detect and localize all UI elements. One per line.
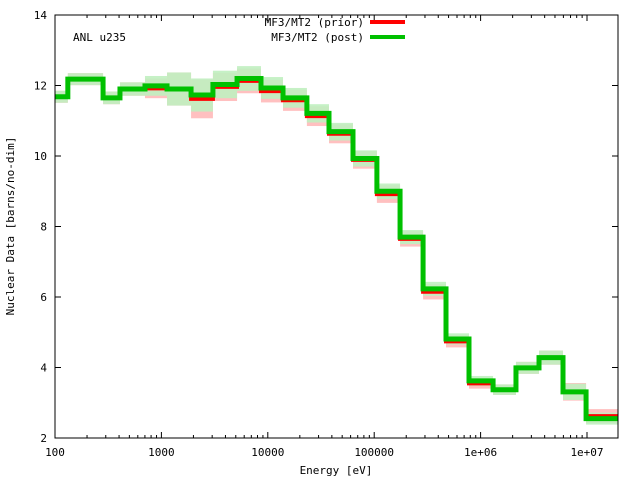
legend-label-post: MF3/MT2 (post) [271,31,364,44]
uncertainty-bands [55,66,618,425]
x-axis-label: Energy [eV] [300,464,373,477]
x-tick-label: 10000 [251,446,284,459]
plot-frame [54,14,619,439]
y-axis-label: Nuclear Data [barns/no-dim] [4,137,17,316]
y-tick-label: 8 [40,221,47,234]
x-tick-label: 100000 [354,446,394,459]
legend: MF3/MT2 (prior) MF3/MT2 (post) [265,16,405,44]
x-tick-label: 1e+07 [570,446,603,459]
legend-label-prior: MF3/MT2 (prior) [265,16,364,29]
y-tick-label: 6 [40,291,47,304]
y-tick-label: 14 [34,9,48,22]
series-lines [55,75,618,422]
x-tick-label: 1e+06 [464,446,497,459]
axis-ticks: 2 4 6 8 10 12 14 100 1000 10000 100000 1e+06 1e+07 [34,9,618,459]
annotation-label: ANL u235 [73,31,126,44]
series-line-post [55,75,618,422]
y-tick-label: 10 [34,150,47,163]
x-tick-label: 100 [45,446,65,459]
x-tick-label: 1000 [148,446,175,459]
y-tick-label: 12 [34,80,47,93]
y-tick-label: 2 [40,432,47,445]
y-tick-label: 4 [40,362,47,375]
